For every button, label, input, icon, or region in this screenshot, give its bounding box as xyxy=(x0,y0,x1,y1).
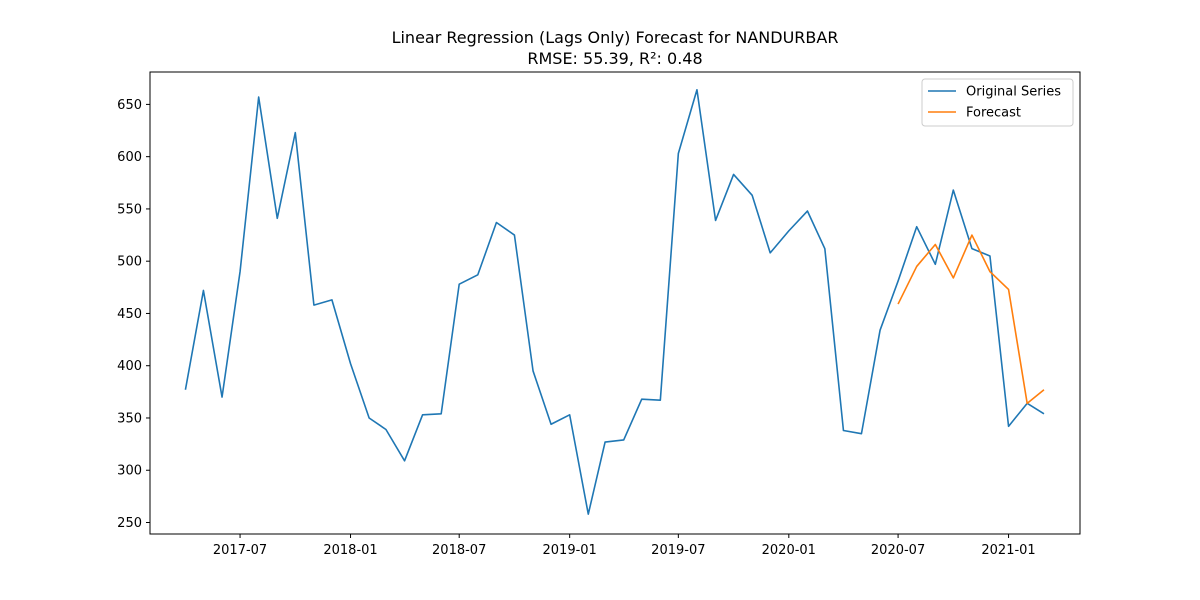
y-tick-label: 500 xyxy=(117,255,142,270)
y-tick-label: 550 xyxy=(117,202,142,217)
x-tick-label: 2020-01 xyxy=(762,543,816,558)
legend-label: Original Series xyxy=(966,85,1061,100)
series-line-0 xyxy=(184,88,1045,515)
y-tick-label: 250 xyxy=(117,516,142,531)
y-tick-label: 450 xyxy=(117,307,142,322)
legend: Original Series Forecast xyxy=(921,78,1074,127)
series-layer xyxy=(184,88,1045,515)
x-tick-label: 2017-07 xyxy=(213,543,267,558)
chart-title-text: Linear Regression (Lags Only) Forecast f… xyxy=(392,28,839,47)
y-tick-label: 600 xyxy=(117,150,142,165)
plot-area xyxy=(149,71,1081,535)
y-tick-label: 350 xyxy=(117,411,142,426)
series-line-1 xyxy=(897,234,1045,405)
plot-frame xyxy=(149,71,1081,535)
legend-label: Forecast xyxy=(966,106,1021,121)
x-tick-label: 2018-07 xyxy=(432,543,486,558)
x-tick-label: 2019-01 xyxy=(543,543,597,558)
x-axis: 2017-07 2018-01 2018-07 2019-01 2019-07 2020-… xyxy=(213,534,1036,558)
legend-box xyxy=(921,78,1074,127)
y-tick-label: 650 xyxy=(117,98,142,113)
x-tick-label: 2019-07 xyxy=(651,543,705,558)
y-tick-label: 300 xyxy=(117,464,142,479)
y-tick-label: 400 xyxy=(117,359,142,374)
chart-subtitle-text: RMSE: 55.39, R²: 0.48 xyxy=(527,49,702,68)
x-tick-label: 2020-07 xyxy=(871,543,925,558)
chart-title: Linear Regression (Lags Only) Forecast f… xyxy=(392,28,839,68)
x-tick-label: 2021-01 xyxy=(981,543,1035,558)
x-tick-label: 2018-01 xyxy=(323,543,377,558)
y-axis: 250 300 350 400 450 500 550 600 650 xyxy=(117,98,150,531)
